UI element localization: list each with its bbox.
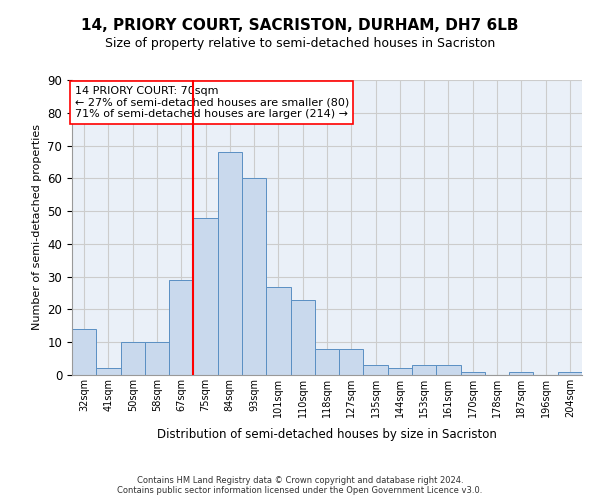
Bar (121, 342, 145, 375)
Bar (266, 286, 290, 375)
Bar (96, 368, 121, 375)
Bar (509, 372, 533, 375)
Bar (193, 218, 218, 375)
Text: 14 PRIORY COURT: 70sqm
← 27% of semi-detached houses are smaller (80)
71% of sem: 14 PRIORY COURT: 70sqm ← 27% of semi-det… (74, 86, 349, 119)
Bar (169, 280, 193, 375)
Bar (218, 152, 242, 375)
Bar (558, 372, 582, 375)
Bar (145, 342, 169, 375)
Bar (461, 372, 485, 375)
Bar (242, 178, 266, 375)
Bar (290, 300, 315, 375)
Bar (388, 368, 412, 375)
Bar (72, 329, 96, 375)
X-axis label: Distribution of semi-detached houses by size in Sacriston: Distribution of semi-detached houses by … (157, 428, 497, 442)
Text: Size of property relative to semi-detached houses in Sacriston: Size of property relative to semi-detach… (105, 38, 495, 51)
Y-axis label: Number of semi-detached properties: Number of semi-detached properties (32, 124, 42, 330)
Bar (339, 349, 364, 375)
Bar (364, 365, 388, 375)
Text: 14, PRIORY COURT, SACRISTON, DURHAM, DH7 6LB: 14, PRIORY COURT, SACRISTON, DURHAM, DH7… (81, 18, 519, 32)
Bar (436, 365, 461, 375)
Bar (412, 365, 436, 375)
Bar (315, 349, 339, 375)
Text: Contains HM Land Registry data © Crown copyright and database right 2024.
Contai: Contains HM Land Registry data © Crown c… (118, 476, 482, 495)
